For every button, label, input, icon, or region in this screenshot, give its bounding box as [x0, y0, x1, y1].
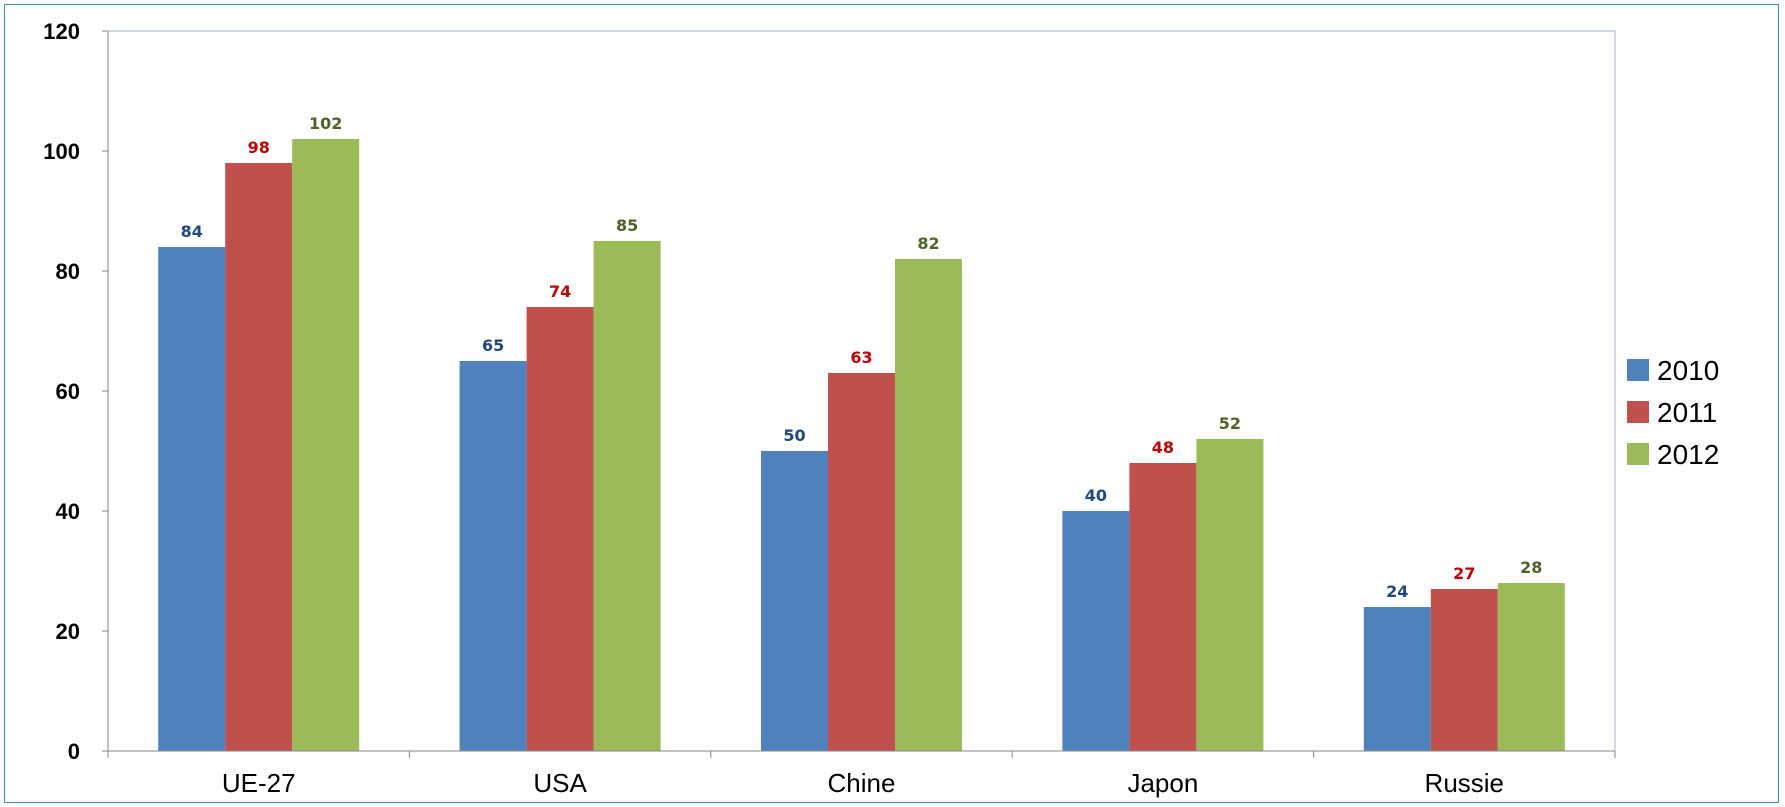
data-label-russie-2011: 27 [1453, 564, 1475, 583]
bar-japon-2011 [1129, 463, 1197, 751]
data-label-chine-2010: 50 [783, 426, 805, 445]
bar-usa-2012 [593, 241, 661, 751]
legend-label-2012: 2012 [1657, 439, 1719, 470]
data-label-russie-2010: 24 [1386, 582, 1408, 601]
data-label-chine-2011: 63 [850, 348, 872, 367]
data-label-chine-2012: 82 [917, 234, 939, 253]
axes-layer: 0 20 40 60 80 100 120 UE-27 USA Chine Japon Russie [43, 19, 1616, 798]
legend-swatch-2012 [1627, 443, 1649, 465]
bars-layer [158, 139, 1565, 751]
data-label-ue-27-2012: 102 [309, 114, 342, 133]
y-tick-label-20: 20 [56, 619, 80, 644]
y-tick-label-60: 60 [56, 379, 80, 404]
data-label-usa-2010: 65 [482, 336, 504, 355]
bar-russie-2011 [1430, 589, 1498, 751]
data-label-japon-2012: 52 [1219, 414, 1241, 433]
data-label-russie-2012: 28 [1520, 558, 1542, 577]
bar-japon-2010 [1062, 511, 1130, 751]
data-label-japon-2011: 48 [1152, 438, 1174, 457]
data-label-usa-2011: 74 [549, 282, 571, 301]
bar-usa-2011 [526, 307, 594, 751]
y-tick-label-100: 100 [43, 139, 80, 164]
bar-russie-2010 [1363, 607, 1431, 751]
bar-ue-27-2011 [225, 163, 293, 751]
y-tick-label-0: 0 [68, 739, 80, 764]
legend-swatch-2010 [1627, 359, 1649, 381]
legend-label-2010: 2010 [1657, 355, 1719, 386]
legend: 2010 2011 2012 [1627, 355, 1719, 470]
bar-ue-27-2010 [158, 247, 226, 751]
data-label-ue-27-2011: 98 [248, 138, 270, 157]
x-tick-label-japon: Japon [1127, 768, 1198, 798]
x-tick-label-usa: USA [533, 768, 587, 798]
bar-ue-27-2012 [292, 139, 360, 751]
bar-chine-2011 [828, 373, 895, 751]
x-tick-label-chine: Chine [828, 768, 896, 798]
y-tick-label-40: 40 [56, 499, 80, 524]
data-labels-layer: 84 98 102 65 74 85 50 63 82 40 48 52 24 27 28 [181, 114, 1543, 601]
data-label-ue-27-2010: 84 [181, 222, 203, 241]
legend-label-2011: 2011 [1657, 397, 1717, 428]
x-tick-label-ue-27: UE-27 [222, 768, 296, 798]
legend-swatch-2011 [1627, 401, 1649, 423]
bar-chine-2010 [761, 451, 828, 751]
data-label-japon-2010: 40 [1085, 486, 1107, 505]
bar-chine-2012 [895, 259, 962, 751]
bar-russie-2012 [1497, 583, 1565, 751]
bar-usa-2010 [459, 361, 527, 751]
bar-japon-2012 [1196, 439, 1264, 751]
y-tick-label-80: 80 [56, 259, 80, 284]
data-label-usa-2012: 85 [616, 216, 638, 235]
y-tick-label-120: 120 [43, 19, 80, 44]
x-tick-label-russie: Russie [1425, 768, 1504, 798]
